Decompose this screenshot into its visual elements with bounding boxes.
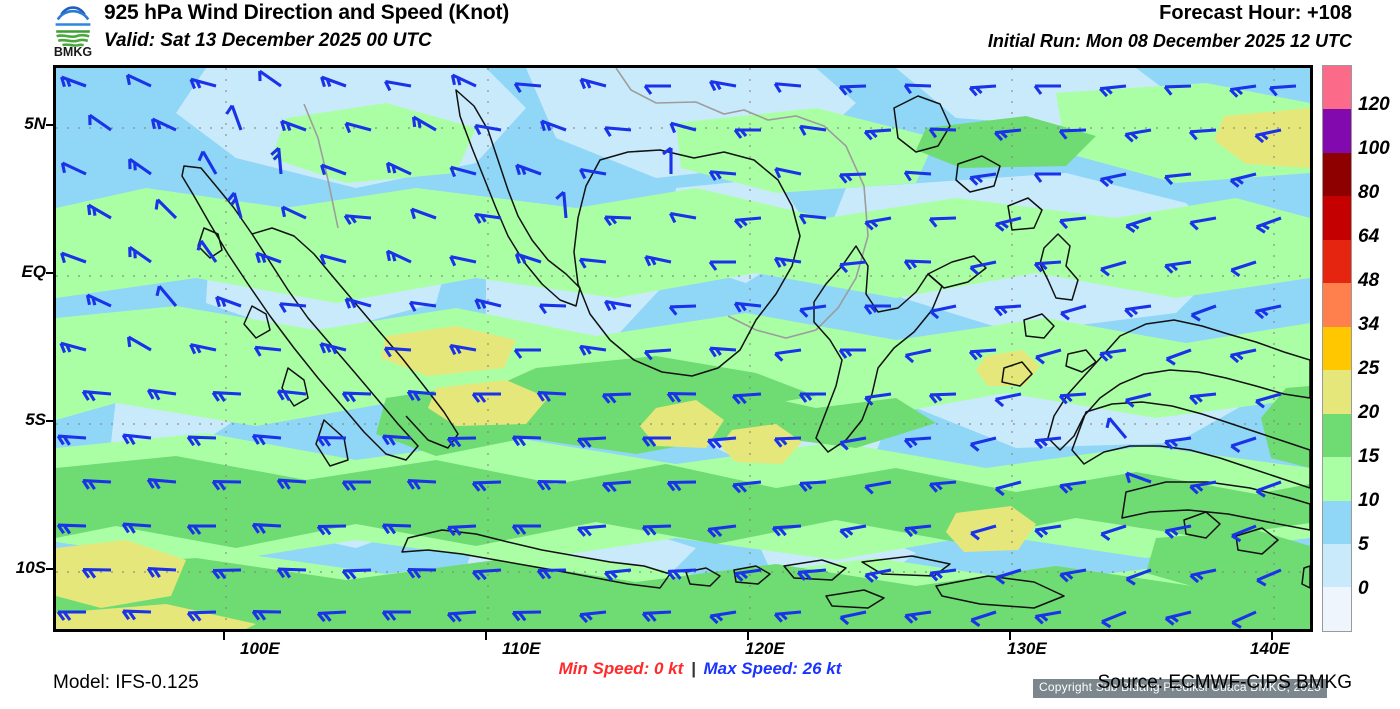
max-speed-label: Max Speed: 26 kt — [703, 659, 842, 678]
colorbar-label-100: 100 — [1358, 138, 1390, 159]
weather-map[interactable]: Copyright Sub Bidang Prediksi Cuaca BMKG… — [53, 65, 1328, 698]
valid-time-label: Valid: Sat 13 December 2025 00 UTC — [104, 30, 432, 51]
colorbar-label-80: 80 — [1358, 182, 1380, 203]
speed-separator: | — [690, 659, 696, 678]
lon-tick-140e — [1271, 632, 1273, 640]
lat-label-5n: 5N — [24, 114, 46, 133]
lon-label-110e: 110E — [502, 639, 541, 658]
initial-run-label: Initial Run: Mon 08 December 2025 12 UTC — [987, 31, 1352, 51]
lon-tick-120e — [747, 632, 749, 640]
page-header: BMKG 925 hPa Wind Direction and Speed (K… — [0, 0, 1400, 62]
colorbar-segment — [1323, 283, 1351, 327]
colorbar-segment — [1323, 66, 1351, 110]
wind-barbs — [56, 69, 1297, 629]
lat-label-5s: 5S — [25, 410, 46, 429]
lon-tick-100e — [223, 632, 225, 640]
logo-green-waves — [56, 30, 90, 47]
lat-tick-5n — [46, 124, 54, 126]
lat-label-10s: 10S — [15, 558, 46, 577]
fill-band-20-25 — [56, 108, 1310, 629]
colorbar-segment — [1323, 109, 1351, 153]
colorbar-label-15: 15 — [1358, 446, 1380, 467]
colorbar-segment — [1323, 152, 1351, 197]
lon-label-130e: 130E — [1007, 639, 1047, 658]
colorbar-segment — [1323, 457, 1351, 501]
colorbar-label-34: 34 — [1358, 314, 1380, 335]
lat-tick-10s — [46, 568, 54, 570]
lon-label-120e: 120E — [745, 639, 785, 658]
map-canvas — [56, 68, 1310, 629]
lon-tick-110e — [485, 632, 487, 640]
lon-tick-130e — [1009, 632, 1011, 640]
model-label: Model: IFS-0.125 — [53, 672, 199, 693]
forecast-hour-label: Forecast Hour: +108 — [1159, 2, 1352, 24]
map-copyright: Copyright Sub Bidang Prediksi Cuaca BMKG… — [1033, 679, 1328, 698]
country-borders — [303, 68, 869, 339]
logo-blue-waves — [55, 0, 91, 26]
colorbar-segment — [1323, 543, 1351, 588]
speed-summary: Min Speed: 0 kt | Max Speed: 26 kt — [0, 659, 1400, 679]
colorbar-label-64: 64 — [1358, 226, 1380, 247]
colorbar-label-120: 120 — [1358, 94, 1390, 115]
colorbar-segment — [1323, 326, 1351, 371]
logo-text: BMKG — [54, 45, 92, 58]
colorbar-segment — [1323, 239, 1351, 284]
page-title: 925 hPa Wind Direction and Speed (Knot) — [104, 1, 510, 24]
coastlines — [181, 89, 1310, 609]
lat-tick-eq — [46, 272, 54, 274]
bmkg-logo: BMKG — [44, 0, 102, 59]
lon-label-100e: 100E — [240, 639, 280, 658]
colorbar-label-25: 25 — [1358, 358, 1380, 379]
lat-tick-5s — [46, 420, 54, 422]
source-label: Source: ECMWF-CIPS BMKG — [1097, 672, 1352, 693]
lon-label-140e: 140E — [1250, 639, 1290, 658]
min-speed-label: Min Speed: 0 kt — [558, 659, 684, 678]
colorbar-segment — [1323, 370, 1351, 414]
colorbar-segment — [1323, 196, 1351, 240]
lat-label-eq: EQ — [21, 262, 46, 281]
colorbar-label-10: 10 — [1358, 490, 1380, 511]
colorbar-segment — [1323, 413, 1351, 458]
colorbar-segment — [1323, 587, 1351, 631]
colorbar-label-0: 0 — [1358, 578, 1369, 599]
colorbar-label-5: 5 — [1358, 534, 1369, 555]
colorbar-label-48: 48 — [1358, 270, 1380, 291]
colorbar-segment — [1323, 500, 1351, 544]
colorbar-label-20: 20 — [1358, 402, 1380, 423]
speed-colorbar[interactable] — [1322, 65, 1352, 632]
